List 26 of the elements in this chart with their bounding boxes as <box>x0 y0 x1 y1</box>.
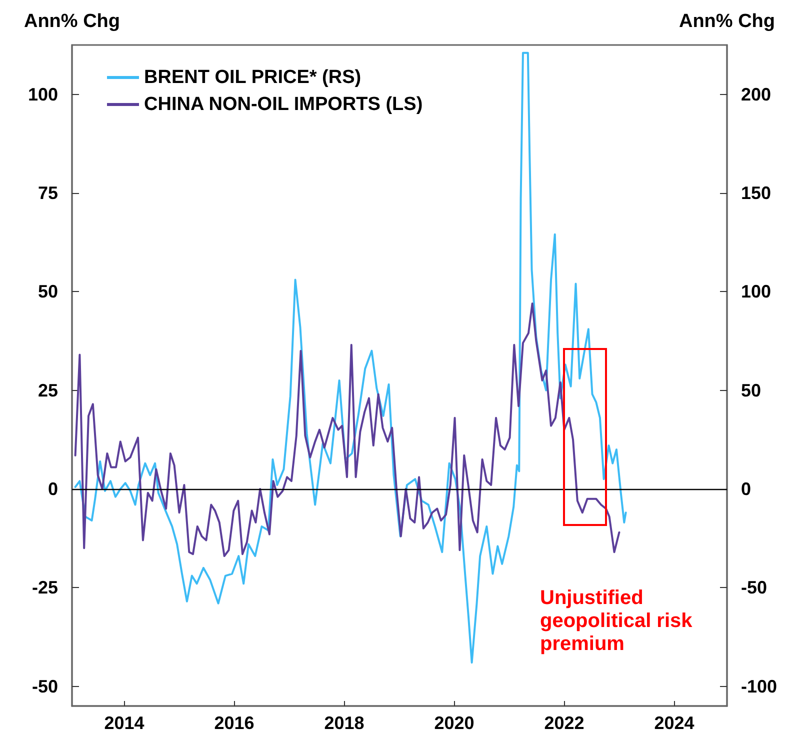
y2-tick-label: 100 <box>741 282 772 302</box>
x-tick-label: 2022 <box>544 713 584 733</box>
y-tick-label: 25 <box>38 380 58 400</box>
legend-label: BRENT OIL PRICE* (RS) <box>144 67 362 88</box>
y-tick-label: -25 <box>32 578 58 598</box>
y-tick-label: -50 <box>32 676 58 696</box>
y-tick-label: 100 <box>28 84 58 104</box>
y2-tick-label: 0 <box>741 478 752 499</box>
x-tick-label: 2014 <box>104 713 144 733</box>
y2-tick-label: 50 <box>741 380 762 400</box>
annotation: Unjustified geopolitical risk premium <box>540 587 694 656</box>
y-tick-label: 50 <box>38 282 58 302</box>
y2-tick-label: 150 <box>741 182 772 203</box>
y2-tick-label: -100 <box>741 676 778 696</box>
y2-tick-label: 200 <box>741 84 772 104</box>
x-tick-label: 2020 <box>434 713 474 733</box>
legend-label: CHINA NON-OIL IMPORTS (LS) <box>144 94 423 115</box>
y-axis-title: Ann% Chg <box>24 11 120 32</box>
y2-axis-title: Ann% Chg <box>678 11 776 32</box>
x-tick-label: 2024 <box>654 713 694 733</box>
line-series <box>74 302 620 558</box>
y-tick-label: 0 <box>48 478 58 499</box>
y-tick-label: 75 <box>38 182 58 203</box>
y2-tick-label: -50 <box>741 578 768 598</box>
x-tick-label: 2018 <box>324 713 364 733</box>
x-tick-label: 2016 <box>214 713 254 733</box>
